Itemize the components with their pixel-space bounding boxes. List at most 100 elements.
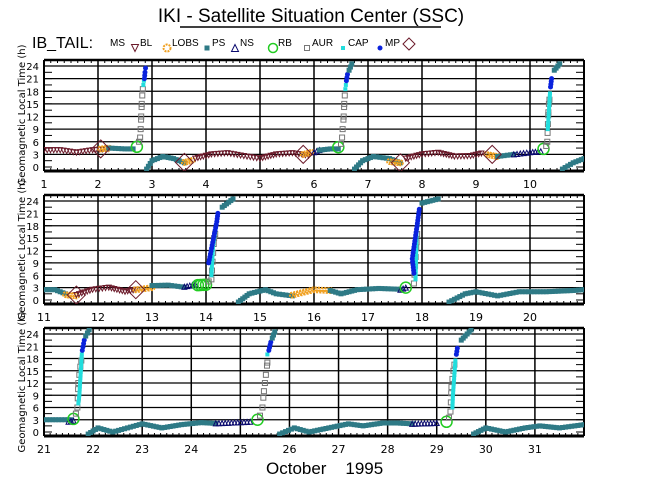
point-ps — [500, 428, 506, 434]
point-cap — [210, 261, 215, 266]
point-ps — [551, 424, 557, 430]
point-ps — [502, 429, 508, 435]
point-bl — [73, 149, 80, 157]
point-ps — [491, 427, 497, 433]
series-ps — [235, 287, 295, 304]
point-ps — [516, 426, 522, 432]
point-ps — [110, 429, 116, 435]
series-aur — [338, 92, 348, 147]
point-ps — [277, 431, 283, 436]
x-tick-label: 13 — [145, 311, 159, 324]
point-bl — [454, 153, 461, 161]
point-ms-diamond — [482, 144, 502, 165]
point-cap — [546, 115, 551, 120]
point-ps — [462, 291, 468, 297]
point-ps — [380, 420, 386, 426]
point-ps — [525, 289, 531, 295]
point-ps — [351, 422, 357, 428]
point-ps — [257, 288, 263, 294]
point-ps — [178, 422, 184, 428]
y-tick-label: 21 — [26, 75, 39, 86]
point-ps — [513, 289, 519, 295]
point-lobs — [316, 286, 324, 294]
legend-item-aur: AUR — [304, 38, 333, 51]
point-cap — [452, 375, 457, 380]
point-ps — [280, 430, 286, 436]
point-ps — [330, 288, 336, 294]
series-aur — [257, 359, 271, 419]
point-ps — [377, 154, 383, 160]
point-bl — [214, 150, 222, 158]
point-ps — [549, 288, 555, 294]
point-ps — [540, 423, 546, 429]
point-ps — [497, 428, 503, 434]
series-mp — [409, 206, 422, 276]
series-mp — [266, 339, 274, 353]
point-cap — [546, 124, 550, 129]
point-ps — [59, 417, 65, 423]
series-rb — [399, 281, 413, 294]
legend-item-lobs: LOBS — [162, 38, 199, 53]
point-cap — [414, 254, 419, 259]
x-tick-label: 18 — [415, 311, 429, 324]
point-ps — [501, 292, 507, 298]
point-ps — [46, 287, 52, 293]
series-ns — [212, 418, 254, 427]
x-tick-label: 20 — [523, 311, 537, 324]
point-ps — [276, 291, 282, 297]
point-cap — [547, 94, 552, 99]
legend-item-bl: BL — [130, 38, 153, 53]
point-mp — [81, 337, 87, 343]
point-ps — [354, 287, 360, 293]
point-bl — [428, 150, 436, 157]
point-ps — [175, 283, 181, 289]
chart-title: IKI - Satellite Situation Center (SSC) — [158, 6, 464, 27]
y-tick-label: 12 — [26, 379, 39, 390]
point-ps — [349, 288, 355, 294]
point-bl — [83, 288, 91, 296]
point-ps — [144, 166, 150, 171]
point-ps — [555, 288, 561, 294]
point-ps — [340, 422, 346, 428]
point-ps — [505, 428, 511, 434]
point-ps — [516, 289, 522, 295]
point-aur — [339, 134, 346, 141]
series-ps — [559, 156, 584, 171]
point-ps — [113, 428, 119, 434]
point-cap — [141, 82, 146, 87]
x-tick-label: 26 — [282, 443, 296, 456]
point-cap — [209, 264, 214, 269]
legend-marker-square-filled-icon — [204, 45, 210, 51]
series-cap — [265, 352, 270, 357]
y-axis-label: Geomagnetic Local Time (h) — [17, 179, 28, 320]
legend-marker-circle-icon — [267, 42, 279, 54]
point-ps — [581, 156, 584, 162]
point-ps — [346, 67, 352, 73]
x-tick-label: 21 — [37, 443, 51, 456]
point-ps — [343, 289, 349, 295]
point-ps — [368, 155, 374, 161]
point-ps — [525, 425, 531, 431]
series-ps — [85, 420, 219, 436]
point-ps — [409, 421, 415, 427]
x-tick-label: 3 — [149, 178, 156, 191]
point-ps — [479, 290, 485, 296]
point-ps — [187, 421, 193, 427]
point-ps — [397, 420, 403, 426]
point-ps — [327, 288, 333, 294]
series-ps — [316, 146, 341, 153]
point-ps — [272, 329, 278, 335]
series-ps — [419, 196, 441, 206]
point-bl — [50, 147, 58, 154]
point-ps — [531, 424, 537, 430]
point-aur — [260, 394, 267, 401]
point-ps — [562, 165, 568, 171]
point-cap — [451, 381, 456, 386]
series-ns — [408, 419, 441, 427]
point-ms-diamond — [390, 153, 411, 171]
point-cap — [547, 97, 552, 102]
point-aur — [446, 414, 452, 421]
point-ps — [50, 417, 56, 423]
point-ps — [83, 333, 89, 339]
